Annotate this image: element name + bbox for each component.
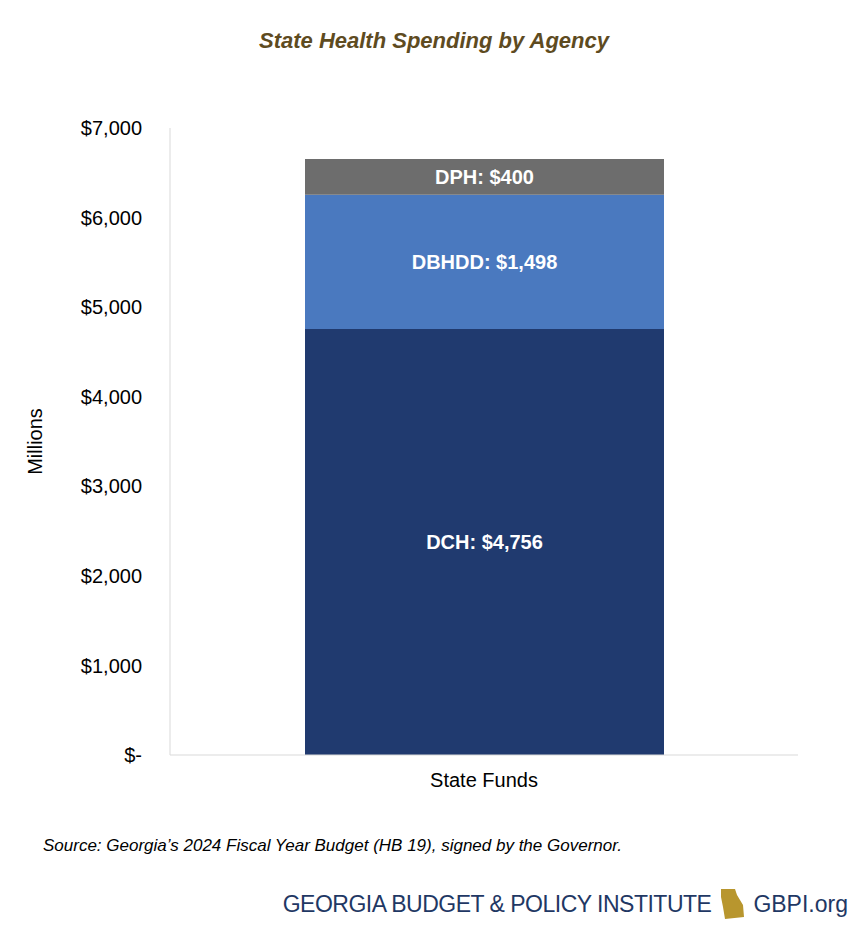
html-text:GBPI.org: GBPI.org: [753, 890, 848, 917]
svg-text:DCH: $4,756: DCH: $4,756: [426, 531, 543, 553]
svg-text:$7,000: $7,000: [81, 117, 142, 139]
svg-text:DPH: $400: DPH: $400: [435, 166, 534, 188]
svg-text:$1,000: $1,000: [81, 655, 142, 677]
svg-text:$6,000: $6,000: [81, 207, 142, 229]
svg-text:$2,000: $2,000: [81, 565, 142, 587]
svg-text:$4,000: $4,000: [81, 386, 142, 408]
svg-text:$5,000: $5,000: [81, 296, 142, 318]
html-text:GEORGIA BUDGET & POLICY INSTIT: GEORGIA BUDGET & POLICY INSTITUTE: [282, 890, 712, 917]
html-text:Source: Georgia’s 2024 Fiscal: Source: Georgia’s 2024 Fiscal Year Budge…: [43, 836, 622, 855]
svg-text:DBHDD: $1,498: DBHDD: $1,498: [412, 251, 558, 273]
svg-text:Millions: Millions: [24, 408, 46, 475]
svg-text:$3,000: $3,000: [81, 475, 142, 497]
svg-text:$-: $-: [124, 744, 142, 766]
html-text:State Health Spending by Agenc: State Health Spending by Agency: [259, 28, 609, 53]
svg-text:State Funds: State Funds: [430, 769, 538, 791]
